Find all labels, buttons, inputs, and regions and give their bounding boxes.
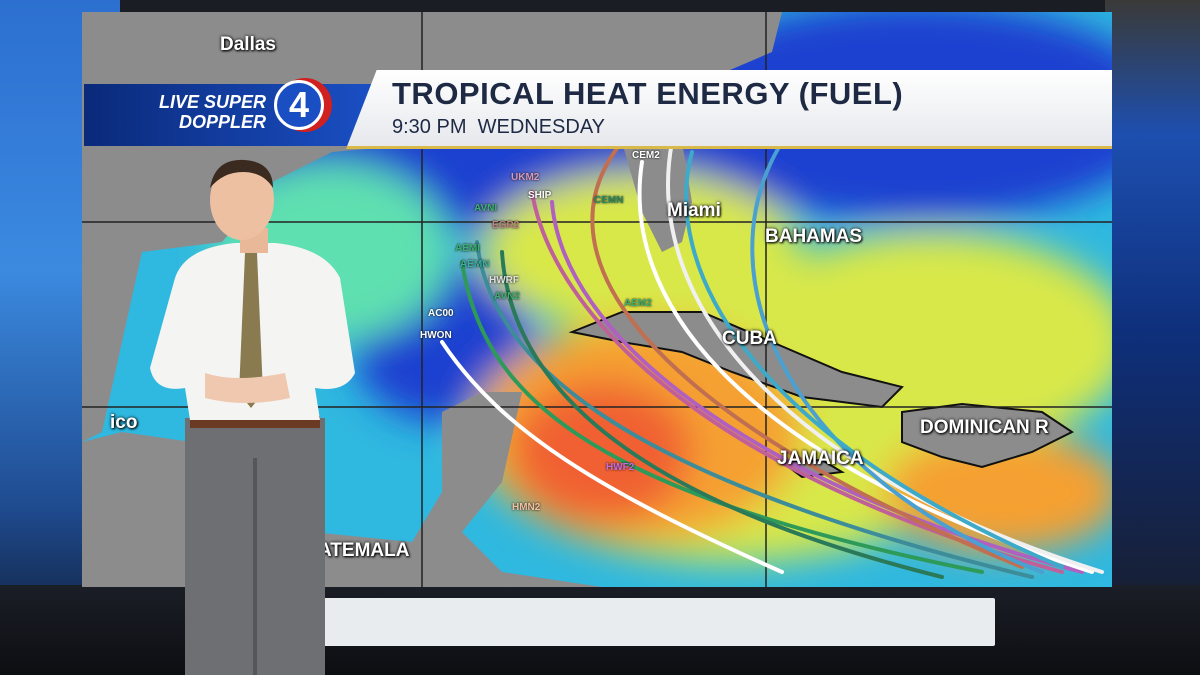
place-label-guatemala: ATEMALA (318, 540, 410, 561)
model-label: HWRF (489, 275, 519, 286)
meteorologist (150, 159, 355, 675)
station-logo-text: LIVE SUPER DOPPLER (104, 92, 266, 132)
model-label: AEMN (460, 259, 490, 270)
place-label-bahamas: BAHAMAS (765, 226, 863, 247)
model-label: AEMI (455, 243, 480, 254)
broadcast-banner: LIVE SUPER DOPPLER 4 TROPICAL HEAT ENERG… (84, 70, 1112, 149)
model-label: CEMN (594, 195, 624, 206)
model-label: AVNI (474, 203, 498, 214)
place-label-mexico: ico (110, 412, 138, 433)
graphic-timestamp: 9:30 PM WEDNESDAY (392, 116, 606, 138)
place-label-cuba: CUBA (722, 328, 777, 349)
model-track-lines (440, 140, 1104, 579)
studio-background-right (1105, 0, 1200, 675)
model-label: UKM2 (511, 172, 540, 183)
place-label-dominican-republic: DOMINICAN R (920, 417, 1049, 438)
model-label: EGR2 (492, 220, 520, 231)
model-label: AVN2 (494, 291, 520, 302)
place-label-jamaica: JAMAICA (777, 448, 864, 469)
station-logo-bar: LIVE SUPER DOPPLER (84, 84, 374, 146)
model-label: SHIP (528, 190, 552, 201)
model-label: HMN2 (512, 502, 541, 513)
title-bar: TROPICAL HEAT ENERGY (FUEL) 9:30 PM WEDN… (346, 70, 1112, 149)
model-label: HWON (420, 330, 452, 341)
graphic-title: TROPICAL HEAT ENERGY (FUEL) (392, 76, 904, 111)
model-label: HWF2 (606, 462, 635, 473)
place-label-miami: Miami (667, 200, 721, 221)
model-label: AC00 (428, 308, 454, 319)
channel-4-logo: 4 (274, 80, 324, 130)
model-label: CEM2 (632, 150, 660, 161)
model-label: AEM2 (624, 298, 652, 309)
logo-line-2: DOPPLER (178, 112, 266, 132)
studio-desk (245, 598, 995, 646)
logo-line-1: LIVE SUPER (158, 92, 266, 112)
place-label-dallas: Dallas (220, 34, 276, 55)
